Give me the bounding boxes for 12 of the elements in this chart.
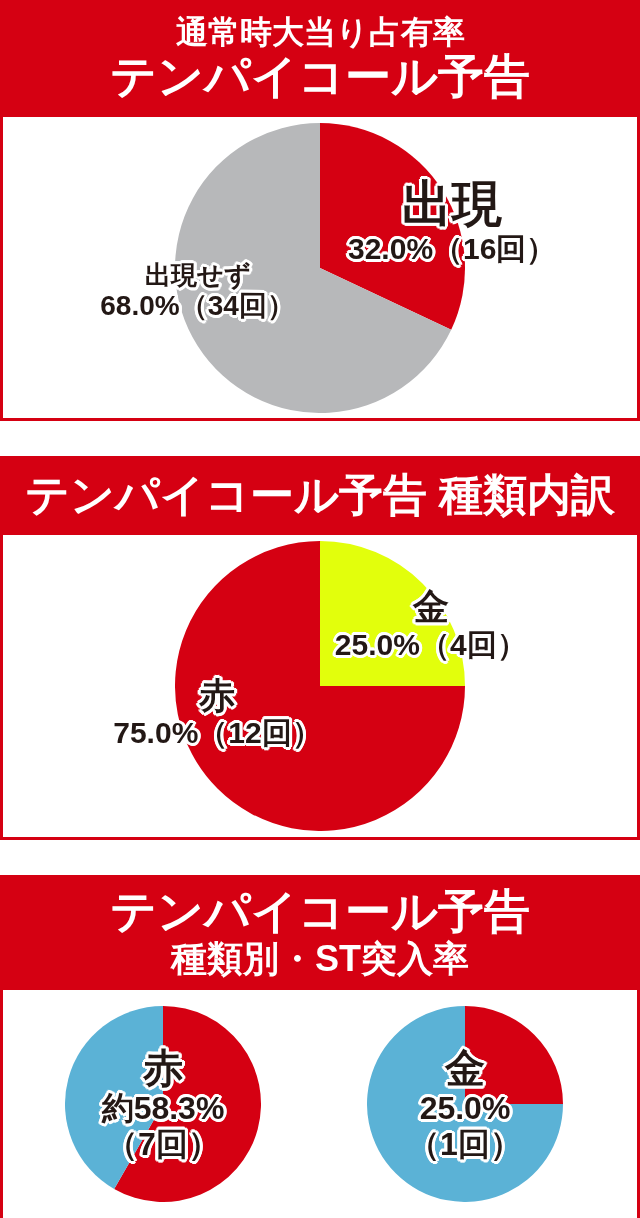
- data-label: 25.0% （1回）: [408, 1089, 522, 1163]
- chart-subtitle: 通常時大当り占有率: [175, 13, 465, 51]
- data-label: 68.0%（34回）: [100, 290, 295, 322]
- slice-label: 出現せず: [143, 260, 252, 291]
- chart-title: テンパイコール予告: [110, 885, 530, 939]
- slice-label: 赤: [142, 1045, 184, 1091]
- chart-subtitle: 種類別・ST突入率: [170, 938, 469, 980]
- chart-title: テンパイコール予告 種類内訳: [24, 470, 616, 521]
- slice-label: 出現: [401, 176, 504, 233]
- slice-label: 赤: [198, 674, 237, 717]
- chart-title: テンパイコール予告: [110, 50, 530, 104]
- data-label: 32.0%（16回）: [348, 232, 557, 267]
